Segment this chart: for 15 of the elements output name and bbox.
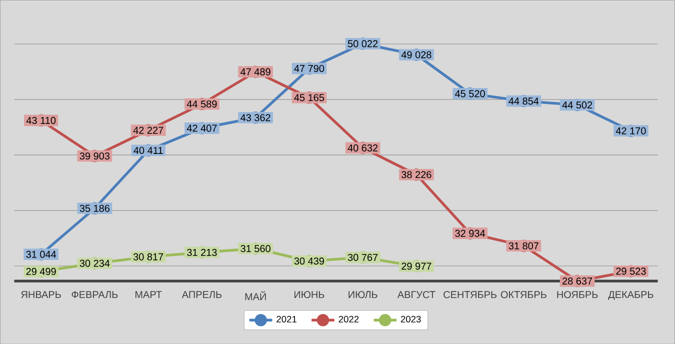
x-tick-label: ИЮЛЬ	[348, 290, 378, 298]
x-tick-label: ФЕВРАЛЬ	[72, 290, 118, 298]
x-tick-label: ОКТЯБРЬ	[500, 290, 546, 298]
x-tick-label: АПРЕЛЬ	[182, 290, 222, 298]
legend-label: 2021	[276, 316, 296, 322]
x-tick-label: СЕНТЯБРЬ	[444, 290, 497, 298]
x-tick-label: АВГУСТ	[397, 290, 436, 298]
legend-label: 2023	[400, 316, 421, 322]
x-tick-label: ИЮНЬ	[294, 290, 324, 298]
x-tick-label: НОЯБРЬ	[557, 290, 598, 298]
legend-label: 2022	[338, 316, 359, 322]
x-tick-label: ДЕКАБРЬ	[608, 290, 654, 300]
x-tick-label: ЯНВАРЬ	[21, 290, 61, 298]
x-tick-label: МАРТ	[135, 290, 162, 298]
x-tick-label: МАЙ	[245, 290, 266, 300]
